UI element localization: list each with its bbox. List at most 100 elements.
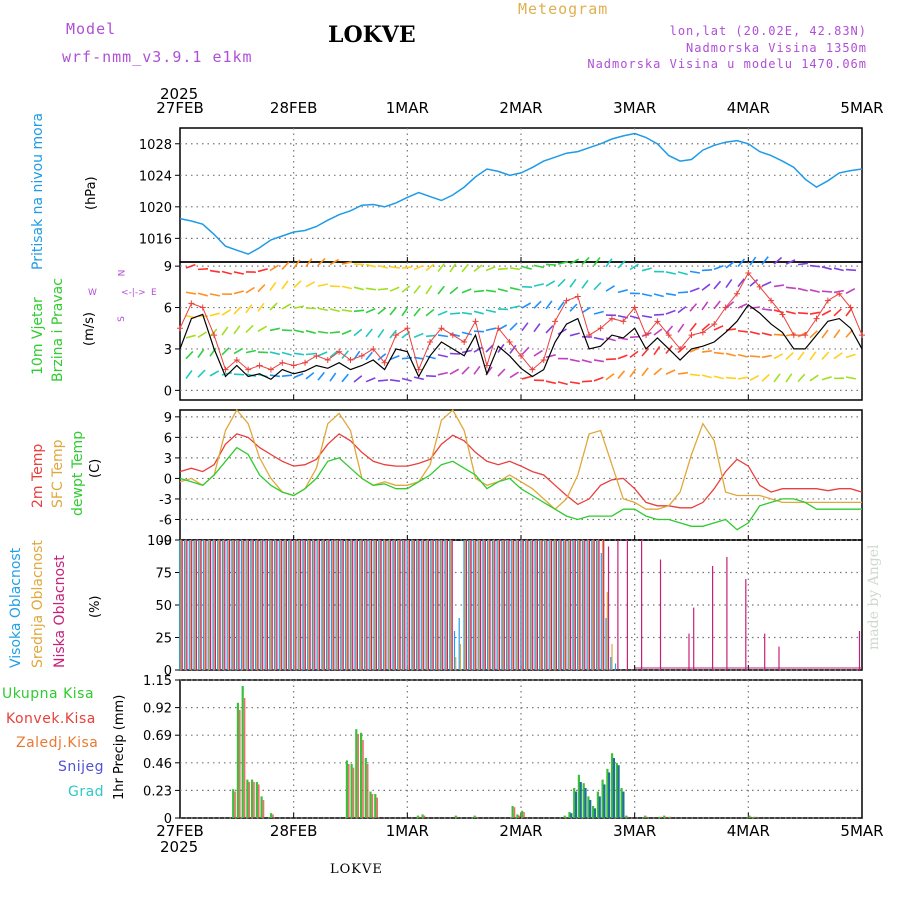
wind-arrow (509, 344, 517, 354)
wind-arrow (809, 374, 819, 382)
convective-rain-bar (366, 764, 369, 818)
wind-arrow (413, 376, 424, 381)
wind-arrow (305, 371, 315, 380)
wind-arrow (245, 373, 256, 377)
y-tick-label: 0.46 (143, 757, 172, 772)
wind-arrow (197, 348, 205, 358)
total-rain-bar (374, 794, 377, 818)
wind-arrow (773, 333, 785, 336)
gust-marker (438, 325, 445, 332)
y-tick-label: 1028 (139, 138, 172, 153)
wind-arrow (341, 350, 349, 359)
date-tick-top: 3MAR (613, 99, 656, 117)
wind-arrow (785, 310, 796, 315)
wind-arrow (293, 329, 304, 334)
gust-marker (267, 366, 274, 373)
wind-arrow (701, 350, 713, 353)
convective-rain-bar (646, 816, 648, 818)
wind-arrow (257, 351, 269, 354)
date-tick-bottom: 28FEB (270, 822, 317, 840)
wind-arrow (713, 264, 724, 270)
wind-arrow (785, 373, 793, 383)
total-rain-bar (511, 806, 514, 818)
wind-arrow (209, 312, 220, 317)
wind-arrow (533, 323, 541, 333)
wind-arrow (617, 354, 628, 360)
gust-marker (324, 356, 331, 363)
total-rain-bar (601, 779, 604, 818)
wind-arrow (593, 310, 604, 315)
wind-arrow (449, 286, 459, 295)
wind-arrow (761, 256, 769, 265)
gust-marker (347, 356, 354, 363)
y-tick-label: 1024 (139, 169, 172, 184)
y-tick-label: -3 (159, 493, 172, 508)
wind-arrow (569, 381, 581, 385)
convective-rain-bar (456, 816, 459, 818)
model-name: wrf-nmm_v3.9.1 e1km (62, 48, 253, 66)
gust-marker (472, 318, 479, 325)
gust-marker (222, 366, 229, 373)
total-rain-bar (592, 806, 595, 818)
wind-arrow (521, 322, 529, 332)
gust-marker (415, 366, 422, 373)
wind-arrow (737, 353, 748, 358)
wind-arrow (653, 328, 663, 336)
wind-arrow (665, 271, 676, 275)
y-tick-label: 0.92 (143, 702, 172, 717)
wind-arrow (413, 332, 424, 339)
wind-arrow (305, 281, 316, 288)
convective-rain-bar (362, 740, 364, 818)
model-elevation: Nadmorska Visina u modelu 1470.06m (587, 57, 867, 71)
wind-arrow (305, 258, 313, 268)
wind-arrow (833, 352, 843, 360)
gust-marker (370, 345, 377, 352)
wind-arrow (605, 258, 613, 268)
wind-arrow (773, 373, 781, 383)
gust-marker (756, 283, 763, 290)
wind-arrow (701, 283, 711, 291)
gust-marker (677, 345, 684, 352)
total-rain-bar (421, 814, 424, 818)
total-rain-bar (663, 815, 666, 818)
snow-bar (574, 791, 578, 818)
wind-arrow (293, 352, 305, 356)
wind-arrow (737, 258, 746, 267)
snow-bar (603, 784, 606, 818)
wind-arrow (389, 379, 401, 382)
total-rain-bar (236, 702, 239, 818)
total-rain-bar (748, 815, 751, 818)
wind-arrow (725, 261, 735, 269)
total-rain-bar (573, 788, 576, 818)
wind-arrow (437, 353, 448, 358)
wind-arrow (725, 278, 733, 289)
wind-arrow (521, 375, 532, 380)
date-tick-bottom: 1MAR (386, 822, 429, 840)
convective-rain-bar (352, 767, 355, 818)
gust-marker (495, 325, 502, 332)
total-rain-bar (658, 816, 661, 818)
wind-arrow (749, 278, 759, 287)
y-tick-label: 25 (155, 632, 172, 647)
wind-arrow (221, 326, 229, 336)
wind-arrow (713, 325, 724, 331)
y-tick-label: 0 (164, 664, 172, 679)
total-rain-bar (587, 796, 590, 818)
gust-marker (847, 304, 854, 311)
wind-arrow (521, 285, 533, 288)
snow-bar (598, 796, 601, 818)
y-tick-label: -6 (159, 513, 172, 528)
wind-arrow (401, 377, 412, 382)
gust-marker (256, 362, 263, 369)
wind-arrow (185, 263, 196, 269)
total-rain-bar (255, 782, 258, 818)
gust-marker (211, 332, 218, 339)
y-tick-label: 6 (164, 431, 172, 446)
wind-arrow (341, 329, 352, 336)
total-rain-bar (563, 815, 566, 818)
total-rain-bar (369, 791, 372, 818)
wind-arrow (569, 303, 578, 312)
gust-marker (574, 293, 581, 300)
wind-arrow (821, 266, 832, 271)
